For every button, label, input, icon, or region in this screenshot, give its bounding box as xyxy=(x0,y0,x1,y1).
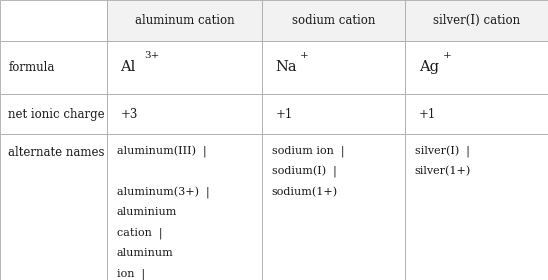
Bar xyxy=(107,94,262,134)
Text: +: + xyxy=(443,52,452,60)
Text: aluminum cation: aluminum cation xyxy=(135,14,234,27)
Text: net ionic charge: net ionic charge xyxy=(8,108,105,121)
Text: aluminum: aluminum xyxy=(117,248,174,258)
Text: formula: formula xyxy=(8,61,55,74)
Bar xyxy=(107,41,262,94)
Text: silver(1+): silver(1+) xyxy=(415,166,471,176)
Bar xyxy=(0,0,107,41)
Bar xyxy=(262,94,405,134)
Text: ion  |: ion | xyxy=(117,268,145,280)
Text: sodium ion  |: sodium ion | xyxy=(272,146,344,157)
Text: +1: +1 xyxy=(419,108,436,121)
Text: +3: +3 xyxy=(121,108,138,121)
Text: +: + xyxy=(300,52,309,60)
Bar xyxy=(262,134,405,280)
Bar xyxy=(0,134,107,280)
Text: alternate names: alternate names xyxy=(8,146,105,158)
Bar xyxy=(405,41,548,94)
Text: +1: +1 xyxy=(276,108,293,121)
Bar xyxy=(405,94,548,134)
Text: sodium(I)  |: sodium(I) | xyxy=(272,166,336,178)
Text: aluminum(3+)  |: aluminum(3+) | xyxy=(117,186,209,199)
Text: cation  |: cation | xyxy=(117,227,162,239)
Bar xyxy=(0,94,107,134)
Bar xyxy=(262,41,405,94)
Text: Na: Na xyxy=(276,60,297,74)
Bar xyxy=(0,41,107,94)
Text: aluminum(III)  |: aluminum(III) | xyxy=(117,146,207,158)
Text: silver(I)  |: silver(I) | xyxy=(415,146,470,158)
Text: silver(I) cation: silver(I) cation xyxy=(433,14,520,27)
Bar xyxy=(107,134,262,280)
Bar xyxy=(107,0,262,41)
Bar xyxy=(405,0,548,41)
Bar xyxy=(262,0,405,41)
Bar xyxy=(405,134,548,280)
Text: sodium(1+): sodium(1+) xyxy=(272,186,338,197)
Text: aluminium: aluminium xyxy=(117,207,177,217)
Text: sodium cation: sodium cation xyxy=(292,14,375,27)
Text: Ag: Ag xyxy=(419,60,438,74)
Text: 3+: 3+ xyxy=(145,52,160,60)
Text: Al: Al xyxy=(121,60,136,74)
